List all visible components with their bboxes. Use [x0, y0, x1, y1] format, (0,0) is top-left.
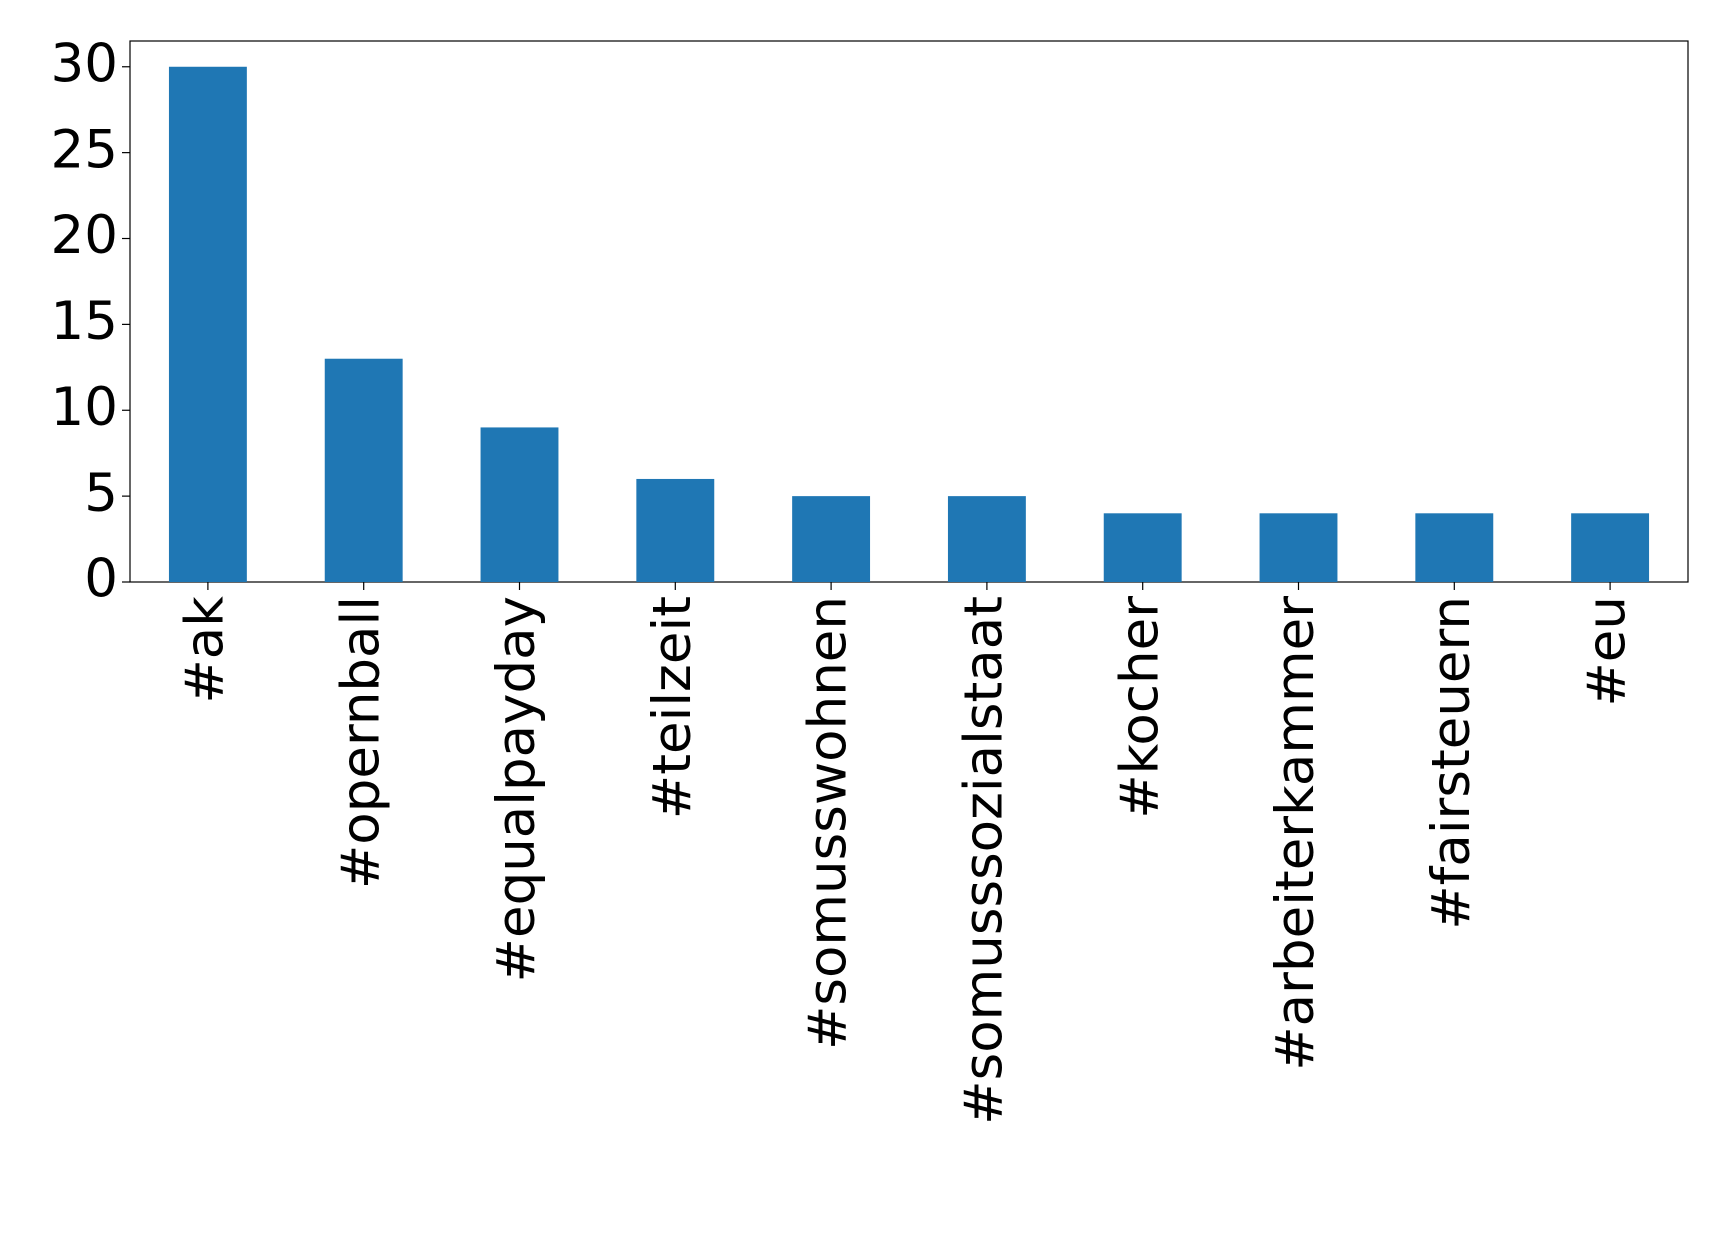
x-tick-label: #somusssozialstaat: [954, 596, 1015, 1125]
y-tick-label: 15: [51, 291, 118, 352]
x-tick-label: #ak: [175, 596, 236, 704]
bar: [947, 496, 1026, 582]
bar: [168, 66, 247, 582]
y-tick-label: 10: [51, 377, 118, 438]
bar: [636, 478, 715, 582]
x-tick-label: #arbeiterkammer: [1265, 596, 1326, 1071]
bar: [1103, 513, 1182, 582]
x-tick-label: #opernball: [330, 596, 391, 889]
y-tick-label: 30: [51, 33, 118, 94]
bar: [792, 496, 871, 582]
x-tick-label: #teilzeit: [642, 596, 703, 819]
bar: [1259, 513, 1338, 582]
bar: [324, 358, 403, 582]
x-tick-label: #fairsteuern: [1421, 596, 1482, 930]
y-tick-label: 5: [84, 463, 118, 524]
x-tick-label: #eu: [1577, 596, 1638, 707]
x-tick-label: #kocher: [1109, 596, 1170, 819]
y-tick-label: 20: [51, 205, 118, 266]
x-tick-label: #somusswohnen: [798, 596, 859, 1050]
bar: [1415, 513, 1494, 582]
y-tick-label: 0: [84, 549, 118, 610]
x-tick-label: #equalpayday: [486, 596, 547, 982]
plot-frame: [129, 40, 1689, 583]
bar: [1571, 513, 1650, 582]
bar: [480, 427, 559, 582]
y-tick-label: 25: [51, 119, 118, 180]
